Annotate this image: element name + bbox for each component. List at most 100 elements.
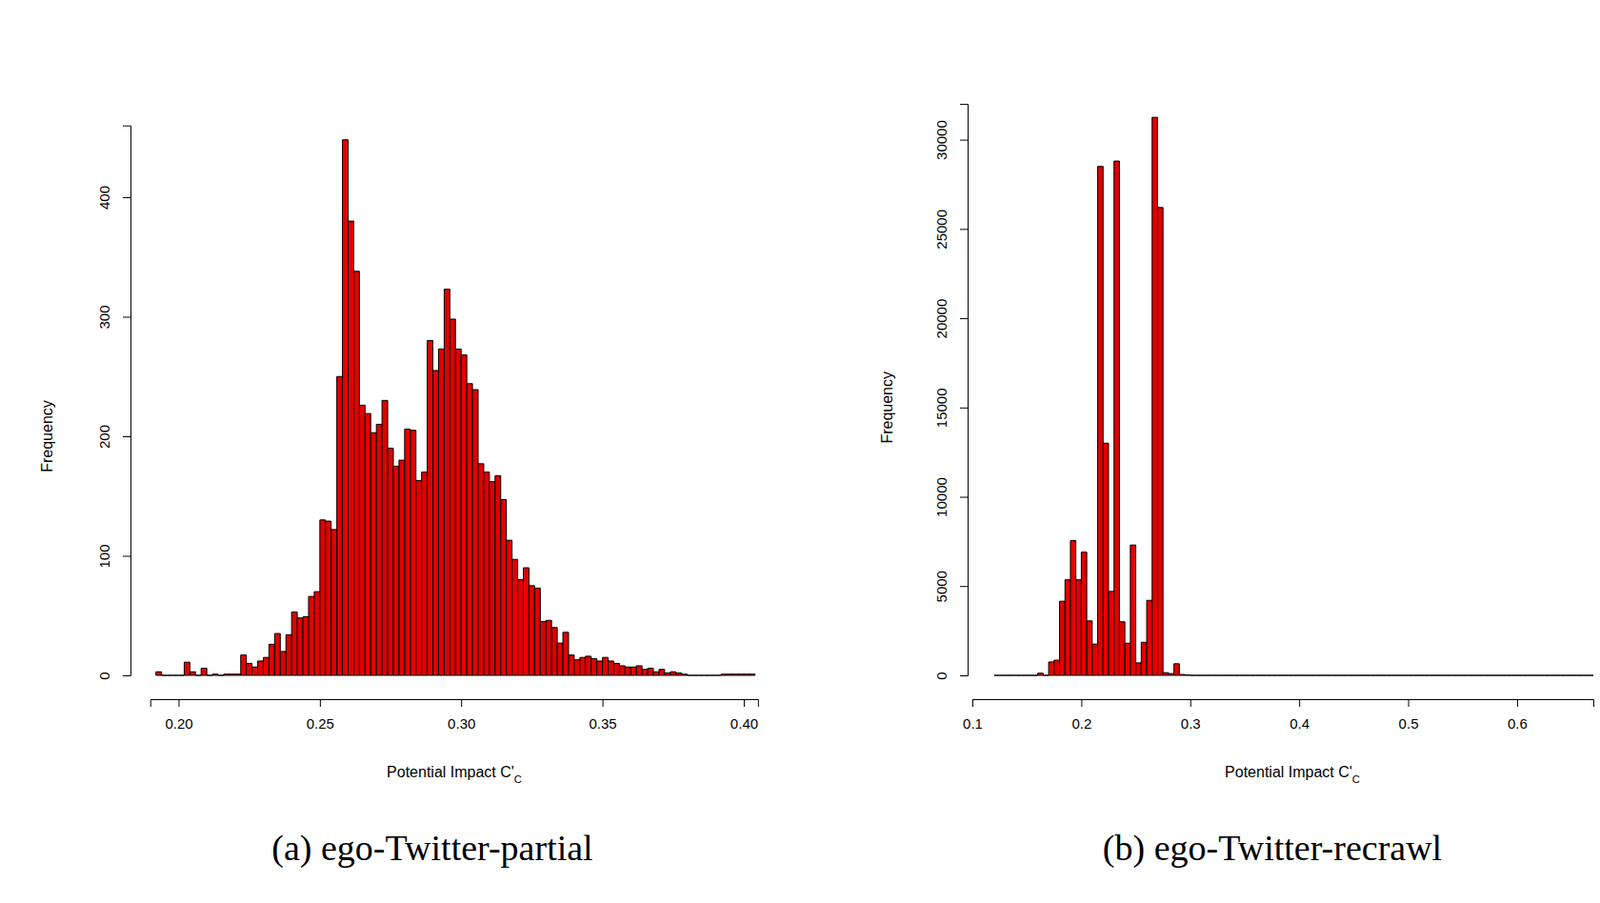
x-axis-title-part: Potential Impact C' [386, 763, 515, 780]
x-axis-title: Potential Impact C'C [386, 763, 522, 785]
histogram-bar [1060, 600, 1066, 676]
x-axis: 0.10.20.30.40.50.6 [962, 699, 1594, 732]
x-tick: 0.20 [164, 699, 193, 732]
histogram-bar [1038, 673, 1044, 676]
histogram-bar [1391, 675, 1398, 677]
histogram-bar [274, 633, 280, 676]
histogram-bar [568, 655, 575, 676]
x-tick: 0.6 [1507, 699, 1528, 732]
x-tick-mark [1080, 699, 1082, 707]
histogram-bar [1032, 675, 1039, 677]
x-tick: 0.40 [730, 699, 759, 732]
histogram-bar [252, 666, 259, 676]
histogram-bar [1080, 552, 1087, 676]
histogram-bar [613, 662, 620, 676]
histogram-bar [1533, 675, 1540, 677]
histogram-bar [466, 383, 473, 676]
y-tick-mark [960, 585, 968, 587]
histogram-bar [1555, 675, 1561, 677]
histogram-bar [602, 657, 609, 676]
y-tick-label: 100 [96, 543, 113, 568]
histogram-bar [1364, 675, 1371, 677]
histogram-bar [472, 389, 479, 676]
histogram-bar [703, 675, 710, 677]
x-tick-label: 0.5 [1399, 715, 1420, 732]
histogram-bar [173, 675, 180, 677]
histogram-bar [534, 587, 540, 676]
histogram-bar [449, 319, 456, 676]
histogram-bar [438, 348, 444, 676]
histogram-bar [1484, 675, 1491, 677]
histogram-bar [500, 500, 507, 676]
histogram-bar [370, 432, 377, 676]
x-axis-title-part: Potential Impact C' [1224, 763, 1353, 780]
histogram-bar [1397, 675, 1403, 677]
x-tick-mark [1190, 699, 1192, 707]
histogram-bar [348, 220, 355, 676]
histogram-bar [1577, 675, 1583, 677]
histogram-bar [1217, 675, 1223, 677]
y-tick: 300 [96, 304, 131, 329]
histogram-bar [156, 671, 162, 676]
histogram-bar [1260, 675, 1267, 677]
y-tick: 5000 [933, 570, 968, 602]
histogram-bar [325, 520, 332, 676]
histogram-bar [223, 674, 230, 676]
x-tick: 0.5 [1399, 699, 1420, 732]
y-tick: 30000 [933, 120, 968, 160]
y-axis-line [960, 104, 969, 677]
histogram-bar [478, 463, 484, 676]
y-axis-line [122, 125, 132, 676]
histogram-bar [597, 660, 603, 676]
histogram-bar [460, 355, 467, 676]
histogram-bar [342, 140, 349, 676]
bars [994, 117, 1594, 676]
histogram-bar [1359, 675, 1365, 677]
histogram-bar [353, 271, 360, 676]
histogram-bar [732, 674, 739, 676]
histogram-bar [1293, 675, 1300, 677]
y-tick-mark [122, 556, 131, 558]
histogram-bar [562, 632, 569, 676]
histogram-bar [681, 674, 688, 676]
histogram-panel: 0.10.20.30.40.50.60500010000150002000025… [879, 104, 1595, 869]
histogram-bar [421, 472, 428, 676]
histogram-bar [1587, 675, 1594, 677]
y-axis-title: Frequency [39, 400, 56, 473]
histogram-bar [994, 675, 1000, 677]
histogram-bar [540, 621, 546, 676]
histogram-bar [483, 472, 490, 676]
histogram-bar [523, 567, 530, 676]
y-tick-mark [960, 497, 968, 499]
x-tick-label: 0.3 [1180, 715, 1201, 732]
histogram-bar [200, 667, 207, 676]
histogram-bar [1451, 675, 1458, 677]
histogram-bar [664, 672, 671, 676]
histogram-bar [381, 400, 388, 676]
y-tick-mark [960, 675, 968, 677]
histogram-bar [709, 675, 716, 677]
y-tick-label: 0 [96, 671, 113, 680]
histogram-bar [167, 675, 174, 677]
x-axis: 0.200.250.300.350.40 [150, 699, 759, 732]
histogram-bar [1440, 675, 1447, 677]
histogram-bar [1544, 675, 1551, 677]
histogram-bar [653, 671, 660, 676]
x-tick: 0.30 [447, 699, 476, 732]
histogram-bar [743, 674, 750, 676]
y-tick: 25000 [933, 209, 968, 250]
histogram-bar [670, 671, 677, 676]
histogram-bar [1102, 442, 1109, 676]
histogram-bar [331, 529, 338, 676]
histogram-bar [557, 642, 563, 676]
histogram-bar [1380, 675, 1387, 677]
histogram-bar [1495, 675, 1501, 677]
x-tick-label: 0.40 [730, 715, 759, 732]
chart-canvas: 0.200.250.300.350.400100200300400Frequen… [0, 0, 1600, 903]
histogram-bar [1549, 675, 1556, 677]
histogram-bar [545, 620, 552, 676]
histogram-bar [1195, 675, 1201, 677]
histogram-bar [518, 580, 524, 676]
y-tick-mark [960, 140, 968, 141]
histogram-bar [720, 674, 727, 676]
